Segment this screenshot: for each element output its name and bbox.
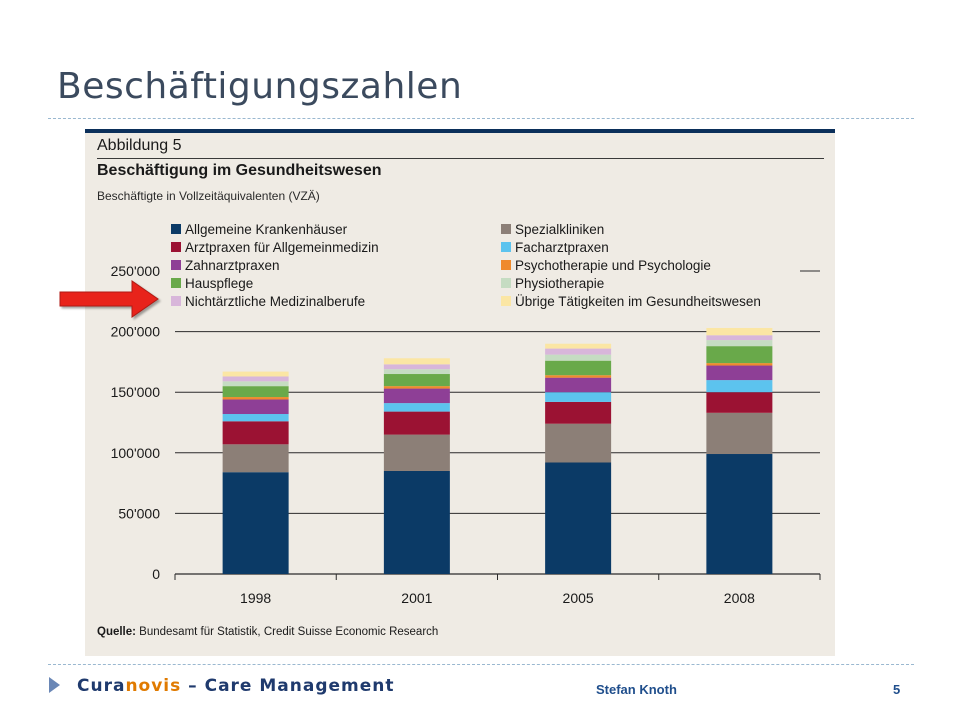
bar-segment: [706, 412, 773, 455]
bar-segment: [383, 369, 450, 375]
x-tick-label: 1998: [240, 590, 271, 606]
legend-swatch: [501, 224, 511, 234]
source-text: Bundesamt für Statistik, Credit Suisse E…: [135, 626, 439, 638]
bar-segment: [545, 377, 612, 393]
page-number: 5: [893, 682, 901, 697]
bar-segment: [545, 348, 612, 355]
bar-segment: [383, 388, 450, 404]
figure-subtitle: Beschäftigte in Vollzeitäquivalenten (VZ…: [97, 189, 320, 203]
legend-label: Nichtärztliche Medizinalberufe: [185, 294, 365, 309]
bar-segment: [706, 380, 773, 393]
bar-segment: [706, 454, 773, 574]
highlight-arrow-icon: [59, 280, 159, 318]
y-tick-label: 0: [152, 566, 160, 582]
bar-segment: [545, 401, 612, 424]
footer-brand: Curanovis – Care Management: [77, 676, 395, 696]
figure-number: Abbildung 5: [97, 137, 182, 154]
footer-brand-accent: novis: [125, 676, 182, 696]
bar-segment: [383, 434, 450, 471]
bar-segment: [545, 392, 612, 402]
y-tick-label: 100'000: [111, 445, 161, 461]
legend-label: Spezialkliniken: [515, 222, 604, 237]
figure-source: Quelle: Bundesamt für Statistik, Credit …: [97, 626, 438, 638]
legend-swatch: [501, 260, 511, 270]
bar-segment: [545, 360, 612, 376]
bar-segment: [383, 358, 450, 365]
bar-segment: [545, 375, 612, 378]
bar-segment: [383, 374, 450, 387]
legend-swatch: [171, 278, 181, 288]
bar-segment: [222, 381, 289, 387]
bar-segment: [383, 470, 450, 574]
bar-segment: [706, 346, 773, 364]
slide-title: Beschäftigungszahlen: [57, 66, 463, 107]
legend-label: Zahnarztpraxen: [185, 258, 280, 273]
legend-label: Arztpraxen für Allgemeinmedizin: [185, 240, 379, 255]
bar-segment: [383, 411, 450, 435]
footer-triangle-icon: [49, 677, 60, 693]
figure-top-bar: [85, 129, 835, 133]
legend-label: Facharztpraxen: [515, 240, 609, 255]
source-label: Quelle:: [97, 626, 136, 638]
legend-swatch: [171, 242, 181, 252]
x-tick-label: 2008: [724, 590, 755, 606]
legend-swatch: [501, 242, 511, 252]
legend-swatch: [171, 296, 181, 306]
bar-segment: [706, 340, 773, 347]
bar-segment: [383, 386, 450, 389]
figure-title: Beschäftigung im Gesundheitswesen: [97, 162, 382, 179]
bar-segment: [706, 335, 773, 341]
legend-label: Hauspflege: [185, 276, 253, 291]
y-tick-label: 50'000: [118, 505, 160, 521]
bar-segment: [222, 371, 289, 377]
bar-segment: [222, 386, 289, 398]
bar-segment: [545, 343, 612, 349]
bar-segment: [545, 423, 612, 463]
bar-segment: [545, 462, 612, 574]
bar-segment: [222, 376, 289, 382]
footer-brand-pre: Cura: [77, 676, 126, 696]
bar-segment: [383, 403, 450, 412]
legend-swatch: [171, 260, 181, 270]
x-tick-label: 2001: [401, 590, 432, 606]
bar-segment: [706, 365, 773, 381]
legend-label: Übrige Tätigkeiten im Gesundheitswesen: [515, 294, 761, 309]
figure-rule: [97, 158, 824, 159]
legend-swatch: [501, 278, 511, 288]
bar-segment: [222, 414, 289, 422]
bar-segment: [545, 354, 612, 361]
bar-segment: [383, 364, 450, 370]
legend-label: Allgemeine Krankenhäuser: [185, 222, 348, 237]
y-tick-label: 200'000: [111, 324, 161, 340]
bar-segment: [706, 392, 773, 413]
bar-segment: [222, 421, 289, 445]
legend-label: Psychotherapie und Psychologie: [515, 258, 711, 273]
y-tick-label: 150'000: [111, 384, 161, 400]
legend-swatch: [171, 224, 181, 234]
y-tick-label: 250'000: [111, 263, 161, 279]
legend-swatch: [501, 296, 511, 306]
bar-segment: [222, 472, 289, 574]
title-divider: [48, 118, 914, 119]
bar-segment: [706, 363, 773, 366]
x-tick-label: 2005: [563, 590, 594, 606]
footer-divider: [48, 664, 914, 665]
footer-author: Stefan Knoth: [596, 682, 677, 697]
bar-segment: [222, 399, 289, 415]
legend-label: Physiotherapie: [515, 276, 604, 291]
bar-segment: [222, 444, 289, 473]
bar-segment: [706, 327, 773, 336]
bar-segment: [222, 397, 289, 400]
footer-brand-post: – Care Management: [181, 676, 395, 696]
